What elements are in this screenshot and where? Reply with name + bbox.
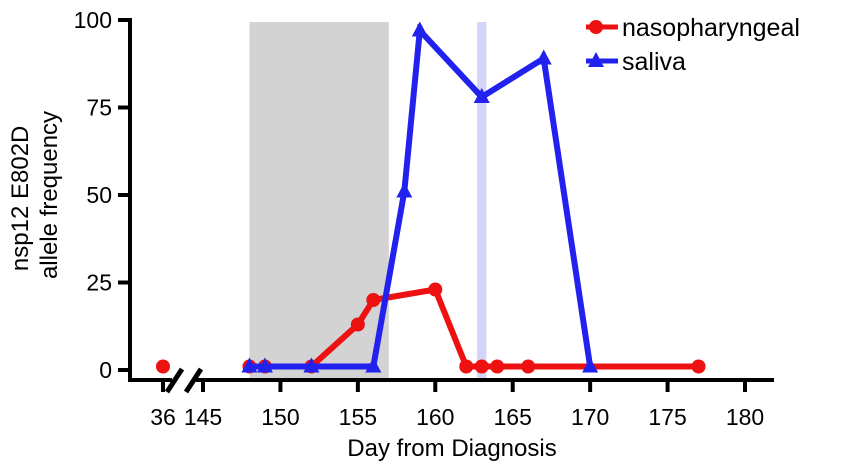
series-saliva: [241, 21, 599, 373]
point-nasopharyngeal-9: [490, 359, 505, 374]
x-tick-label-150: 150: [261, 404, 299, 430]
y-tick-label-50: 50: [86, 182, 112, 208]
legend-label-saliva: saliva: [622, 48, 686, 76]
axes: 0 25 50 75 100 36 145 150 155 160 165 170 175 180: [74, 7, 774, 430]
x-tick-label-145: 145: [184, 404, 222, 430]
shaded-region-0: [249, 22, 389, 380]
legend-item-nasopharyngeal: nasopharyngeal: [586, 14, 800, 42]
point-saliva-0: [241, 357, 258, 373]
x-tick-label-155: 155: [339, 404, 377, 430]
series-layer: [156, 21, 706, 374]
point-nasopharyngeal-10: [521, 359, 536, 374]
y-tick-label-75: 75: [86, 95, 112, 121]
x-tick-label-175: 175: [648, 404, 686, 430]
point-nasopharyngeal-6: [428, 282, 443, 297]
axis-break-mark-2: [183, 367, 204, 394]
point-nasopharyngeal-8: [474, 359, 489, 374]
point-nasopharyngeal-0: [156, 359, 170, 374]
point-nasopharyngeal-4: [350, 317, 365, 332]
series-nasopharyngeal: [156, 282, 706, 374]
point-saliva-6: [473, 88, 490, 103]
point-saliva-7: [535, 49, 552, 65]
x-axis-title: Day from Diagnosis: [347, 435, 556, 462]
y-tick-label-0: 0: [99, 357, 112, 383]
x-tick-label-160: 160: [416, 404, 454, 430]
x-tick-label-36: 36: [150, 404, 176, 430]
point-saliva-3: [365, 357, 382, 373]
point-nasopharyngeal-5: [366, 293, 381, 307]
point-nasopharyngeal-11: [691, 359, 706, 374]
legend-item-saliva: saliva: [586, 48, 686, 76]
point-saliva-2: [303, 357, 320, 373]
legend-marker-saliva: [588, 52, 604, 67]
x-tick-label-180: 180: [726, 404, 764, 430]
legend-label-nasopharyngeal: nasopharyngeal: [622, 14, 800, 42]
point-saliva-5: [411, 21, 428, 37]
x-tick-label-170: 170: [571, 404, 609, 430]
legend: nasopharyngeal saliva: [586, 14, 800, 76]
x-tick-label-165: 165: [494, 404, 532, 430]
point-saliva-8: [582, 357, 599, 373]
axis-break-mark-1: [164, 367, 185, 394]
legend-marker-nasopharyngeal: [589, 20, 603, 34]
shaded-region-1: [477, 22, 487, 380]
point-saliva-4: [396, 182, 413, 198]
point-saliva-1: [256, 357, 273, 373]
point-nasopharyngeal-7: [459, 359, 474, 374]
y-tick-label-25: 25: [86, 270, 112, 296]
y-axis-title-line-2: allele frequency: [36, 111, 63, 279]
y-tick-label-100: 100: [74, 7, 112, 33]
y-axis-title-line-1: nsp12 E802D: [7, 126, 34, 271]
shaded-regions: [249, 22, 487, 380]
y-axis-title: nsp12 E802D allele frequency: [7, 111, 63, 279]
